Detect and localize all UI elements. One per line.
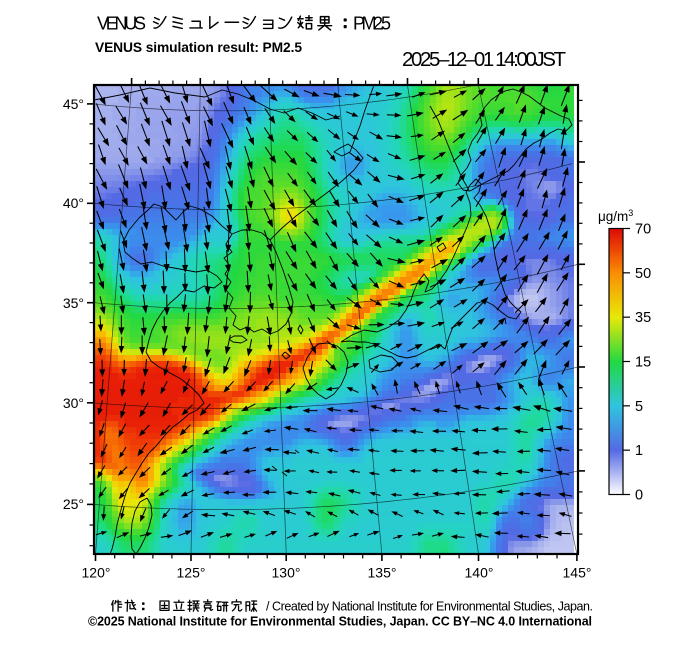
svg-text:50: 50 <box>635 266 651 282</box>
svg-text:125°: 125° <box>177 565 206 581</box>
svg-text:PM2.5: PM2.5 <box>353 14 391 34</box>
svg-text:140°: 140° <box>465 565 494 581</box>
svg-text:40°: 40° <box>63 195 84 211</box>
svg-text:/ Created by National Institut: / Created by National Institute for Envi… <box>266 600 593 614</box>
svg-text:μg/m3: μg/m3 <box>598 208 633 224</box>
svg-text:30°: 30° <box>63 395 84 411</box>
svg-text:45°: 45° <box>63 96 84 112</box>
svg-text:15: 15 <box>635 355 651 371</box>
svg-text:0: 0 <box>635 488 643 504</box>
svg-text:1: 1 <box>635 443 643 459</box>
svg-text:120°: 120° <box>82 565 111 581</box>
svg-text:VENUS simulation result: PM2.5: VENUS simulation result: PM2.5 <box>95 40 302 55</box>
svg-text:©2025 National Institute for E: ©2025 National Institute for Environment… <box>88 615 592 629</box>
svg-text:2025–12–01 14:00JST: 2025–12–01 14:00JST <box>402 48 566 71</box>
svg-text:35°: 35° <box>63 295 84 311</box>
svg-text:35: 35 <box>635 310 651 326</box>
svg-text:135°: 135° <box>368 565 397 581</box>
svg-text:70: 70 <box>635 222 651 238</box>
svg-text:5: 5 <box>635 399 643 415</box>
svg-text:130°: 130° <box>272 565 301 581</box>
svg-text:25°: 25° <box>63 496 84 512</box>
svg-text:VENUS: VENUS <box>97 14 146 34</box>
svg-text:145°: 145° <box>563 565 592 581</box>
